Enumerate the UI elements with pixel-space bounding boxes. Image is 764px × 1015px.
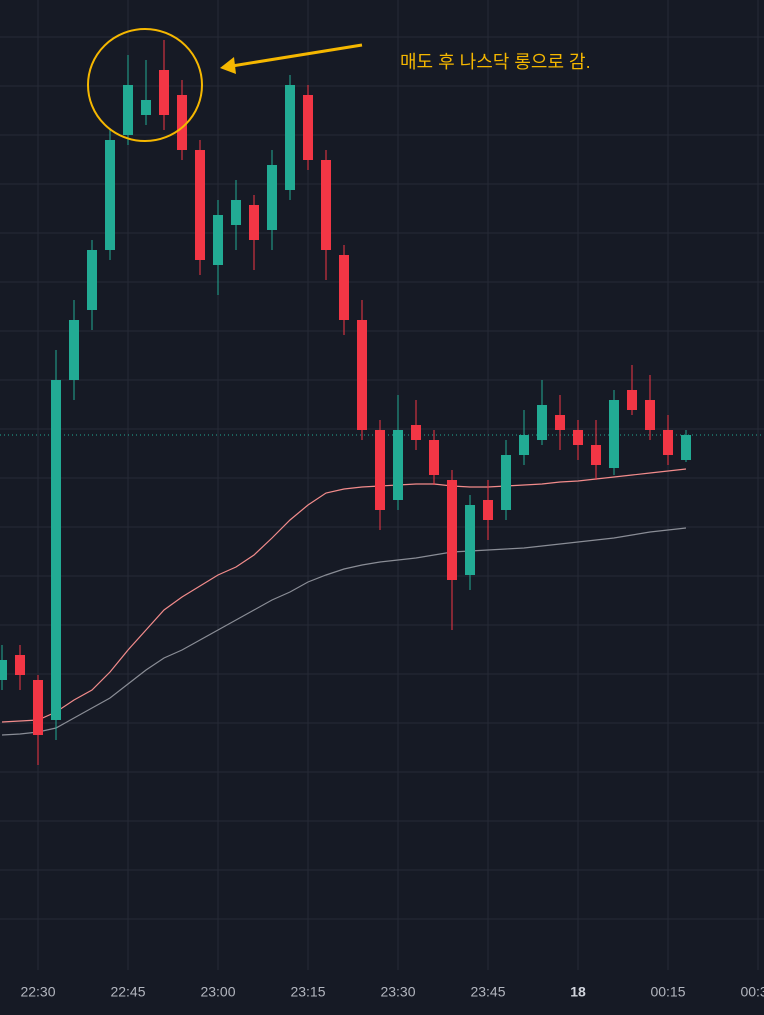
candle-body — [303, 95, 313, 160]
candle-body — [285, 85, 295, 190]
candle-body — [249, 205, 259, 240]
candle-body — [213, 215, 223, 265]
candle-body — [393, 430, 403, 500]
candle-body — [123, 85, 133, 135]
arrow-head — [220, 57, 236, 74]
x-axis: 22:30 22:45 23:00 23:15 23:30 23:45 18 00:15 00:… — [20, 984, 764, 1000]
candle-body — [195, 150, 205, 260]
x-tick-label: 23:15 — [290, 984, 325, 1000]
candle-body — [447, 480, 457, 580]
lines — [0, 434, 764, 736]
candle-body — [591, 445, 601, 465]
candle-body — [267, 165, 277, 230]
candle-body — [465, 505, 475, 575]
candle-body — [483, 500, 493, 520]
candles — [0, 40, 691, 765]
candle-body — [519, 435, 529, 455]
candle-body — [537, 405, 547, 440]
candle-body — [357, 320, 367, 430]
candle-body — [501, 455, 511, 510]
candle-body — [627, 390, 637, 410]
candle-body — [411, 425, 421, 440]
x-tick-label: 22:30 — [20, 984, 55, 1000]
x-tick-label: 00:15 — [650, 984, 685, 1000]
candle-body — [339, 255, 349, 320]
x-tick-label: 18 — [570, 984, 586, 1000]
x-tick-label: 23:00 — [200, 984, 235, 1000]
highlight-circle — [87, 28, 203, 142]
x-tick-label: 00:30 — [740, 984, 764, 1000]
candle-body — [573, 430, 583, 445]
candle-body — [681, 435, 691, 460]
candle-body — [645, 400, 655, 430]
candle-body — [159, 70, 169, 115]
candle-body — [609, 400, 619, 468]
candle-body — [177, 95, 187, 150]
candle-body — [69, 320, 79, 380]
arrow — [231, 43, 363, 68]
annotation: 매도 후 나스닥 롱으로 감. — [400, 52, 591, 72]
candle-body — [375, 430, 385, 510]
candle-body — [321, 160, 331, 250]
candle-body — [87, 250, 97, 310]
candle-body — [555, 415, 565, 430]
moving-average — [1, 468, 687, 723]
candle-body — [231, 200, 241, 225]
candle-body — [15, 655, 25, 675]
candle-body — [0, 660, 7, 680]
candle-body — [429, 440, 439, 475]
x-tick-label: 23:30 — [380, 984, 415, 1000]
candle-body — [105, 140, 115, 250]
x-tick-label: 23:45 — [470, 984, 505, 1000]
moving-average — [1, 527, 687, 736]
candle-body — [33, 680, 43, 735]
x-tick-label: 22:45 — [110, 984, 145, 1000]
candle-body — [663, 430, 673, 455]
candle-body — [141, 100, 151, 115]
candle-body — [51, 380, 61, 720]
